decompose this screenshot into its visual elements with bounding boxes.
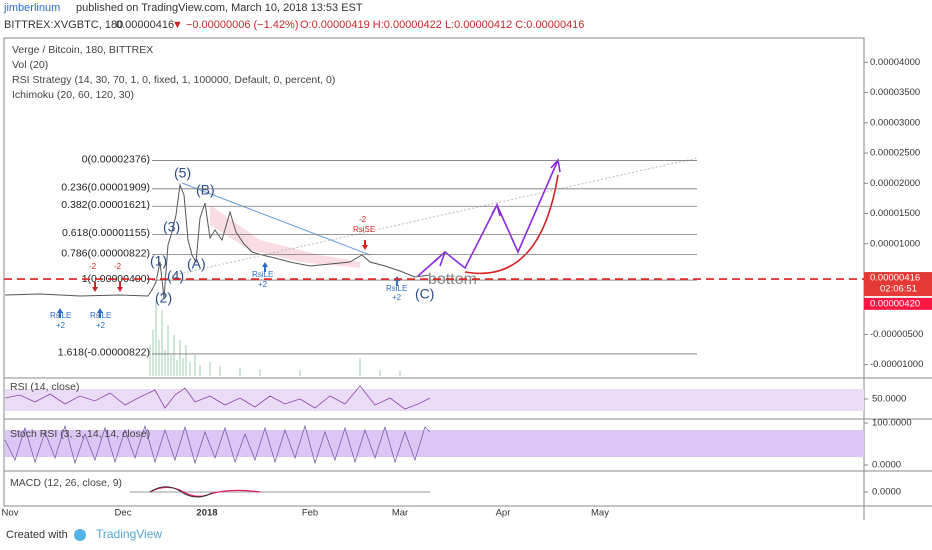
signal-buy: RsiLE	[252, 270, 273, 279]
y-tick-label: 0.00003500	[870, 87, 920, 98]
y-tick-label: -0.00001000	[870, 359, 923, 370]
wave-label: (B)	[196, 182, 215, 198]
last-price-box	[864, 272, 932, 297]
fib-label: 0.382(0.00001621)	[61, 199, 150, 211]
trendline	[151, 157, 698, 281]
fib-label: 0.618(0.00001155)	[62, 227, 150, 239]
x-tick-label: Feb	[302, 508, 318, 519]
signal-qty: +2	[56, 321, 66, 330]
close-price-label: 0.00000420	[870, 298, 920, 309]
signal-qty: -2	[359, 215, 367, 224]
wave-label: (C)	[415, 286, 434, 302]
signal-qty: +2	[258, 280, 268, 289]
legend-vol: Vol (20)	[12, 59, 48, 71]
trendline	[181, 182, 371, 256]
footer-created: Created with	[6, 529, 68, 541]
fib-label: 0.236(0.00001909)	[61, 182, 150, 194]
legend-rsi-strategy: RSI Strategy (14, 30, 70, 1, 0, fixed, 1…	[12, 74, 335, 86]
y-tick-label: 50.0000	[872, 394, 906, 405]
ichimoku-cloud	[210, 205, 360, 268]
fib-label: 0(0.00002376)	[82, 153, 150, 165]
close-price-box	[864, 297, 932, 310]
x-tick-label: Mar	[392, 508, 408, 519]
signal-qty: +2	[392, 293, 402, 302]
macd-signal	[149, 486, 261, 497]
stoch-line	[4, 424, 431, 465]
signal-qty: +2	[96, 321, 106, 330]
y-tick-label: 0.0000	[872, 487, 901, 498]
y-tick-label: 0.00002000	[870, 178, 920, 189]
signal-qty: -2	[89, 262, 97, 271]
rsi-title: RSI (14, close)	[10, 381, 79, 393]
signal-buy: RsiLE	[50, 311, 71, 320]
wave-label: (1)	[150, 253, 167, 269]
projection-curve	[464, 174, 559, 275]
projection-arrows	[433, 158, 561, 267]
countdown: 02:06:51	[880, 284, 917, 295]
y-tick-label: 100.0000	[872, 418, 912, 429]
last-price-label: 0.00000416	[870, 273, 920, 284]
y-tick-label: 0.00003000	[870, 117, 920, 128]
y-tick-label: -0.00000500	[870, 329, 923, 340]
macd-line	[149, 486, 213, 498]
wave-label: (A)	[187, 256, 206, 272]
wave-label: (5)	[174, 165, 191, 181]
footer-brand[interactable]: TradingView	[96, 527, 162, 541]
stoch-band	[5, 430, 864, 457]
y-tick-label: 0.00004000	[870, 57, 920, 68]
x-tick-label: Dec	[115, 508, 132, 519]
y-tick-label: 0.00001000	[870, 238, 920, 249]
fib-label: 0.786(0.00000822)	[61, 247, 150, 259]
projection	[417, 159, 559, 277]
legend-ichimoku: Ichimoku (20, 60, 120, 30)	[12, 89, 134, 101]
signal-sell: RsiSE	[353, 225, 375, 234]
signals	[57, 240, 400, 318]
x-tick-label: May	[591, 508, 609, 519]
macd-title: MACD (12, 26, close, 9)	[10, 477, 122, 489]
wave-label: (3)	[163, 219, 180, 235]
volume	[149, 300, 401, 376]
x-tick-label: Nov	[2, 508, 19, 519]
rsi-line	[4, 385, 431, 410]
logo	[74, 529, 86, 541]
signal-buy: RsiLE	[90, 311, 111, 320]
y-tick-label: 0.00002500	[870, 148, 920, 159]
author[interactable]: jimberlinum	[3, 2, 60, 14]
rsi-band	[5, 389, 864, 411]
published: published on TradingView.com, March 10, …	[76, 2, 363, 14]
ohlc: O:0.00000419 H:0.00000422 L:0.00000412 C…	[300, 19, 584, 31]
y-tick-label: 0.00001500	[870, 208, 920, 219]
signal-qty: -2	[114, 262, 122, 271]
symbol: BITTREX:XVGBTC, 180	[4, 19, 123, 31]
fib-label: 1.618(-0.00000822)	[58, 347, 150, 359]
last: 0.00000416	[116, 19, 174, 31]
wave-label: (4)	[167, 268, 184, 284]
signal-buy: RsiLE	[386, 284, 407, 293]
change: ▼ −0.00000006 (−1.42%)	[172, 19, 298, 31]
x-tick-label: 2018	[196, 508, 217, 519]
stoch-title: Stoch RSI (3, 3, 14, 14, close)	[10, 428, 150, 440]
wave-label: (2)	[155, 290, 172, 306]
x-tick-label: Apr	[496, 508, 511, 519]
legend-main: Verge / Bitcoin, 180, BITTREX	[12, 44, 153, 56]
y-tick-label: 0.0000	[872, 460, 901, 471]
